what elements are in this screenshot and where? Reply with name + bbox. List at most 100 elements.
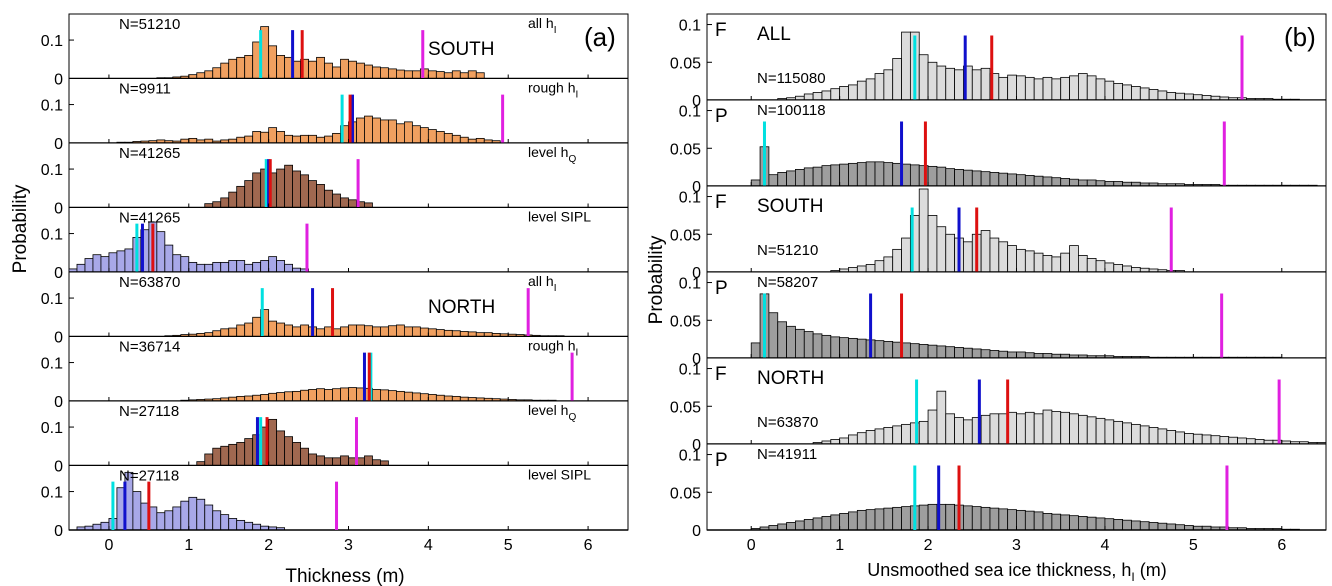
histogram-bar [1007, 173, 1017, 187]
histogram-bar [945, 413, 955, 445]
histogram-bar [803, 167, 814, 187]
histogram-bar [954, 69, 964, 101]
histogram-bar [212, 447, 222, 466]
y-tick-label: 0.1 [679, 104, 701, 121]
histogram-bar [268, 392, 278, 402]
histogram-bar [1078, 516, 1088, 531]
histogram-bar [308, 60, 317, 79]
histogram-bar [954, 168, 964, 187]
histogram-bar [300, 389, 309, 402]
histogram-bar [1219, 436, 1230, 445]
histogram-bar [1024, 76, 1035, 101]
histogram-bar [212, 67, 222, 79]
histogram-bar [268, 320, 278, 337]
histogram-bar [220, 197, 230, 208]
histogram-bar [124, 248, 134, 273]
histogram-bar [1192, 433, 1203, 445]
histogram-bar [821, 90, 832, 101]
histogram-bar [1201, 434, 1212, 445]
y-tick-label: 0 [54, 394, 63, 411]
right-xlabel-unit: (m) [1135, 560, 1167, 580]
y-tick-label: 0.05 [670, 399, 701, 416]
category-label: level SIPL [528, 209, 591, 225]
histogram-bar [795, 168, 805, 187]
y-tick-label: 0 [692, 351, 701, 368]
histogram-bar [364, 115, 373, 144]
histogram-bar [1113, 264, 1124, 273]
region-label: SOUTH [757, 196, 824, 217]
histogram-bar [750, 179, 761, 187]
category-label: all hI [528, 273, 556, 294]
histogram-bar [212, 261, 222, 273]
histogram-bar [1042, 254, 1053, 273]
histogram-bar [980, 230, 991, 273]
histogram-bar [848, 162, 858, 187]
x-tick-label: 1 [184, 537, 193, 554]
histogram-bar [1157, 428, 1168, 445]
histogram-bar [1113, 83, 1124, 101]
histogram-bar [284, 391, 294, 402]
histogram-bar [892, 506, 902, 531]
y-tick-label: 0.1 [41, 162, 63, 179]
category-label-sub: Q [568, 154, 576, 165]
histogram-bar [340, 197, 349, 208]
histogram-bar [1122, 519, 1132, 531]
category-label: level hQ [528, 402, 576, 423]
histogram-bar [411, 125, 421, 144]
category-label-main: rough h [528, 338, 575, 354]
histogram-bar [830, 336, 841, 359]
histogram-bar [839, 437, 849, 445]
histogram-bar [236, 136, 246, 144]
histogram-bar [1024, 510, 1035, 531]
histogram-bar [1139, 521, 1150, 531]
histogram-bar [1139, 425, 1150, 445]
region-label: ALL [757, 24, 791, 45]
y-tick-label: 0.05 [670, 227, 701, 244]
histogram-bar [839, 513, 849, 531]
histogram-bar [316, 56, 325, 79]
category-label-sub: I [554, 25, 557, 36]
histogram-bar [172, 506, 182, 531]
histogram-bar [1060, 178, 1070, 187]
histogram-bar [180, 256, 190, 273]
histogram-bar [419, 127, 429, 144]
histogram-bar [475, 72, 485, 79]
histogram-bar [316, 328, 325, 337]
histogram-bar [1016, 509, 1026, 531]
histogram-bar [856, 509, 867, 531]
histogram-bar [435, 394, 445, 402]
histogram-bar [883, 69, 894, 101]
histogram-bar [918, 420, 929, 445]
histogram-bar [901, 423, 911, 445]
n-count-label: N=100118 [757, 102, 826, 119]
histogram-bar [252, 172, 262, 208]
histogram-bar [100, 256, 110, 273]
left-panel-label: (a) [584, 22, 616, 52]
histogram-bar [1086, 75, 1097, 101]
histogram-bar [380, 119, 389, 144]
subplot-frame [68, 142, 629, 208]
histogram-bar [308, 389, 317, 402]
histogram-bar [156, 231, 166, 273]
histogram-bar [901, 506, 911, 531]
histogram-bar [777, 523, 787, 531]
histogram-bar [830, 88, 841, 101]
y-tick-label: 0 [692, 523, 701, 540]
histogram-bar [443, 329, 453, 337]
histogram-bar [300, 174, 309, 208]
x-tick-label: 5 [1189, 537, 1198, 554]
histogram-bar [1078, 73, 1088, 101]
histogram-bar [332, 388, 341, 402]
histogram-bar [236, 185, 246, 208]
histogram-bar [1086, 258, 1097, 273]
histogram-bar [1228, 436, 1238, 445]
n-count-label: N=27118 [119, 403, 179, 420]
histogram-bar [1122, 265, 1132, 273]
histogram-bar [795, 328, 805, 359]
histogram-bar [316, 136, 325, 144]
histogram-bar [1033, 511, 1044, 531]
histogram-bar [812, 92, 823, 101]
histogram-bar [300, 324, 309, 337]
histogram-bar [92, 254, 102, 273]
n-count-label: N=27118 [119, 468, 179, 485]
